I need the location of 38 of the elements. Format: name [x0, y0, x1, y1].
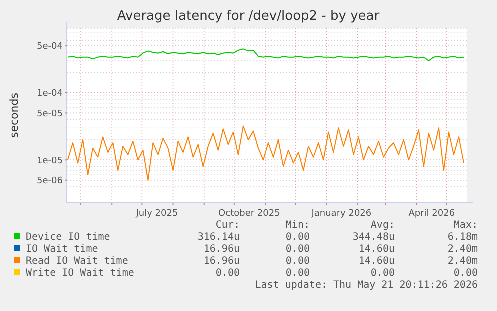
text: Avg: — [370, 220, 395, 231]
x-tick-label: October 2025 — [218, 209, 280, 219]
text: Last update: Thu May 21 20:11:26 2026 — [255, 280, 478, 291]
text: 0.00 — [286, 244, 310, 255]
text: Max: — [454, 220, 478, 231]
legend-label: Device IO time — [26, 232, 110, 243]
y-tick-label: 5e-04 — [37, 42, 64, 52]
x-tick-label: January 2026 — [310, 209, 372, 219]
y-tick-label: 1e-05 — [37, 156, 63, 166]
text: 0.00 — [286, 268, 310, 279]
text: Cur: — [216, 220, 240, 231]
x-tick-label: July 2025 — [135, 209, 178, 219]
line-series — [68, 48, 464, 62]
text: 344.48u — [352, 232, 395, 243]
x-tick-label: April 2026 — [408, 209, 456, 219]
text: 14.60u — [358, 256, 395, 267]
chart-title: Average latency for /dev/loop2 - by year — [117, 9, 380, 24]
text: 0.00 — [286, 232, 310, 243]
text: Min: — [286, 220, 310, 231]
text: 0.00 — [216, 268, 240, 279]
text: 2.40m — [448, 256, 478, 267]
y-axis-title: seconds — [8, 92, 21, 138]
text: 0.00 — [454, 268, 478, 279]
text: 16.96u — [204, 256, 240, 267]
text: 6.18m — [448, 232, 478, 243]
text: 0.00 — [370, 268, 395, 279]
y-tick-label: 5e-05 — [37, 109, 63, 120]
y-tick-label: 1e-04 — [37, 89, 64, 100]
text: 14.60u — [358, 244, 395, 255]
text: 2.40m — [448, 244, 478, 255]
y-tick-label: 5e-06 — [37, 176, 64, 187]
text: 16.96u — [204, 244, 240, 255]
text: 316.14u — [198, 232, 240, 243]
legend-label: Read IO Wait time — [26, 256, 128, 267]
text: 0.00 — [286, 256, 310, 267]
line-series — [68, 126, 464, 181]
legend-label: Write IO Wait time — [26, 268, 134, 279]
legend-label: IO Wait time — [26, 244, 98, 255]
